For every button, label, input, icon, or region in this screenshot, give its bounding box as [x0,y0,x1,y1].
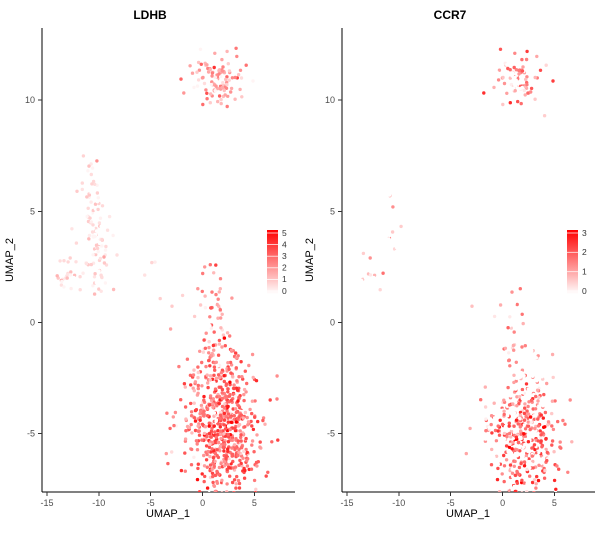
legend-gradient-bar [267,230,278,294]
x-tick-label: -15 [40,498,53,508]
expression-color-legend: 0 12 3 45 [267,228,287,296]
legend-tick-label: 1 [282,274,287,284]
legend-tick-label: 3 [582,228,587,238]
y-axis-label: UMAP_2 [304,238,316,282]
x-tick-label: -5 [147,498,155,508]
y-tick-label: 0 [30,318,35,328]
legend-tick-label: 0 [582,286,587,296]
y-axis-label: UMAP_2 [4,238,16,282]
legend-tick-label: 4 [282,239,287,249]
legend-tick-label: 1 [582,267,587,277]
x-tick-label: -10 [92,498,105,508]
x-tick-label: 5 [252,498,257,508]
legend-tick-label: 5 [282,228,287,238]
points-layer [352,46,580,492]
x-tick-label: 0 [200,498,205,508]
points-layer [52,46,280,492]
y-tick-label: -5 [327,429,335,439]
legend-gradient-bar [567,230,578,294]
feature-panel-ccr7: -15 -10 -5 0 5 -5 0 5 10 0 1 2 3 CCR7 UMAP_1 UMAP_2 [304,8,595,520]
legend-tick-label: 2 [282,263,287,273]
y-tick-label: -5 [27,429,35,439]
x-tick-label: 5 [552,498,557,508]
legend-tick-label: 2 [582,247,587,257]
panel-title: LDHB [133,8,167,22]
x-tick-label: -10 [392,498,405,508]
y-tick-label: 0 [330,318,335,328]
panel-title: CCR7 [434,8,467,22]
x-tick-label: 0 [500,498,505,508]
y-tick-label: 10 [325,95,335,105]
y-tick-label: 5 [330,206,335,216]
y-tick-label: 10 [25,95,35,105]
legend-tick-label: 0 [282,286,287,296]
x-axis-label: UMAP_1 [446,508,490,520]
x-axis-label: UMAP_1 [146,508,190,520]
expression-color-legend: 0 1 2 3 [567,228,587,296]
x-tick-label: -15 [340,498,353,508]
x-tick-label: -5 [447,498,455,508]
y-tick-label: 5 [30,206,35,216]
legend-tick-label: 3 [282,251,287,261]
